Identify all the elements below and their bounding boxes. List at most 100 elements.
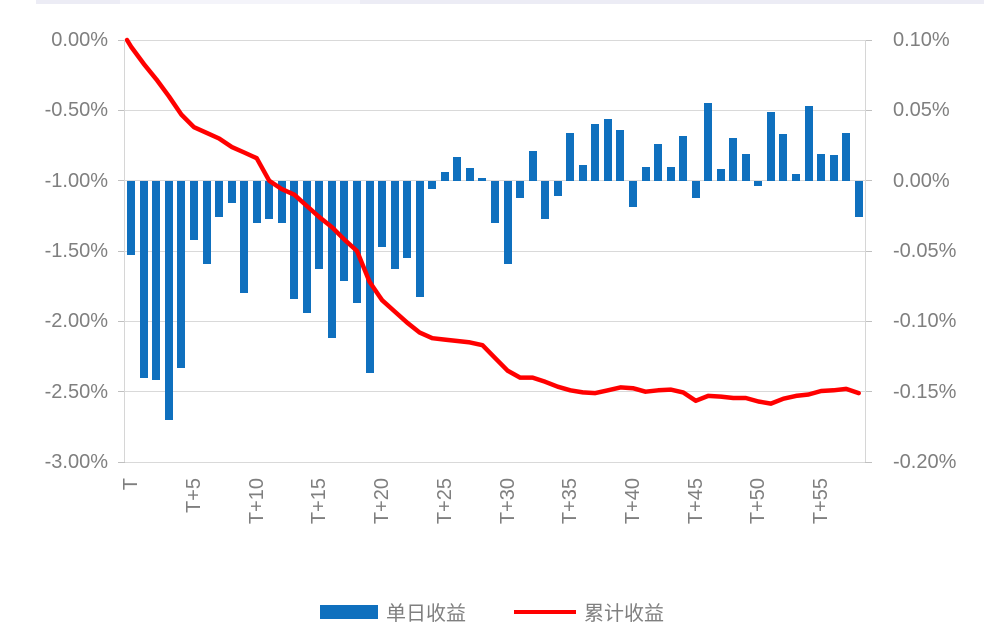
gridline: [125, 320, 865, 322]
right-axis-tick: [865, 250, 872, 252]
daily-return-bar: [817, 153, 826, 181]
daily-return-bar: [829, 155, 838, 181]
daily-return-bar: [503, 180, 512, 264]
left-axis-tick-label: 0.00%: [51, 29, 108, 51]
x-axis-tick-label: T+55: [810, 478, 833, 525]
daily-return-bar: [340, 180, 349, 281]
daily-return-bar: [679, 135, 688, 181]
legend-item-daily: 单日收益: [320, 597, 466, 626]
daily-return-bar: [227, 180, 236, 204]
right-axis-tick-label: -0.05%: [893, 240, 957, 262]
daily-return-bar: [654, 144, 663, 181]
daily-return-bar: [415, 180, 424, 298]
legend-bar-swatch: [320, 604, 378, 619]
daily-return-bar: [252, 180, 261, 223]
daily-return-bar: [528, 151, 537, 181]
daily-return-bar: [491, 180, 499, 223]
daily-return-bar: [616, 130, 625, 181]
left-axis-tick: [118, 180, 125, 182]
daily-return-bar: [804, 106, 813, 181]
x-axis-tick-label: T+40: [621, 478, 644, 525]
legend-line-swatch: [514, 609, 576, 614]
right-axis-tick: [865, 391, 872, 393]
daily-return-bar: [139, 180, 148, 378]
daily-return-bar: [541, 180, 550, 219]
daily-return-bar: [440, 172, 449, 181]
daily-return-bar: [591, 124, 600, 181]
x-axis-tick-label: T+50: [747, 478, 770, 525]
daily-return-bar: [628, 180, 637, 208]
daily-return-bar: [666, 166, 675, 181]
right-axis-tick: [865, 39, 872, 41]
daily-return-bar: [641, 166, 650, 181]
legend-item-cumulative: 累计收益: [514, 597, 664, 626]
daily-return-bar: [265, 180, 274, 219]
daily-return-bar: [704, 103, 713, 181]
daily-return-bar: [854, 180, 863, 218]
left-axis-tick-label: -3.00%: [44, 451, 108, 473]
daily-return-bar: [754, 180, 763, 187]
daily-return-bar: [779, 134, 788, 181]
right-axis-tick-label: 0.10%: [893, 29, 950, 51]
daily-return-bar: [189, 180, 198, 240]
gridline: [125, 461, 865, 463]
daily-return-bar: [428, 180, 437, 190]
left-axis-tick: [118, 109, 125, 111]
daily-return-bar: [215, 180, 224, 218]
left-axis-tick-label: -1.50%: [44, 240, 108, 262]
right-axis-line: [865, 40, 866, 462]
x-axis-tick-label: T+10: [245, 478, 268, 525]
gridline: [125, 109, 865, 111]
daily-return-bar: [741, 153, 750, 181]
right-axis-tick: [865, 180, 872, 182]
x-axis-tick-label: T+35: [559, 478, 582, 525]
left-axis-tick-label: -0.50%: [44, 99, 108, 122]
right-axis-tick-label: -0.20%: [893, 451, 957, 473]
daily-return-bar: [302, 180, 311, 313]
right-axis-tick-label: 0.00%: [893, 169, 950, 192]
daily-return-bar: [792, 173, 801, 181]
gridline: [125, 250, 865, 252]
daily-return-bar: [729, 138, 738, 181]
daily-return-bar: [842, 132, 851, 181]
plot-area: [124, 37, 865, 463]
x-axis-tick-label: T+45: [684, 478, 707, 525]
x-axis-tick-label: T+30: [496, 478, 519, 525]
daily-return-bar: [152, 180, 161, 381]
daily-return-bar: [603, 118, 612, 181]
legend-line-label: 累计收益: [584, 603, 664, 625]
daily-return-bar: [716, 169, 725, 181]
gridline: [125, 391, 865, 393]
left-axis-line: [124, 40, 125, 462]
daily-return-bar: [127, 180, 136, 256]
daily-return-bar: [566, 132, 575, 181]
gridline: [125, 39, 865, 41]
daily-return-bar: [691, 180, 700, 198]
daily-return-bar: [202, 180, 211, 264]
daily-return-bar: [290, 180, 299, 299]
daily-return-bar: [164, 180, 173, 420]
left-axis-tick: [118, 461, 125, 463]
top-strip: [36, 0, 984, 4]
x-axis-tick-label: T: [120, 478, 143, 491]
left-axis-tick: [118, 39, 125, 41]
right-axis-tick-label: 0.05%: [893, 99, 950, 122]
right-axis-tick-label: -0.15%: [893, 380, 957, 403]
daily-return-bar: [327, 180, 336, 339]
daily-return-bar: [390, 180, 399, 270]
daily-return-bar: [578, 165, 587, 181]
daily-return-bar: [240, 180, 249, 294]
daily-return-bar: [403, 180, 412, 259]
x-axis-tick-label: T+20: [371, 478, 394, 525]
daily-return-bar: [516, 180, 525, 198]
x-axis-tick-label: T+15: [308, 478, 331, 525]
x-axis-tick-label: T+5: [182, 478, 205, 514]
right-axis-tick-label: -0.10%: [893, 310, 957, 333]
left-axis-tick-label: -2.50%: [44, 380, 108, 403]
x-axis-tick-label: T+25: [433, 478, 456, 525]
daily-return-bar: [453, 156, 462, 181]
left-axis-tick: [118, 391, 125, 393]
right-axis-tick: [865, 109, 872, 111]
left-axis-tick-label: -2.00%: [44, 310, 108, 333]
